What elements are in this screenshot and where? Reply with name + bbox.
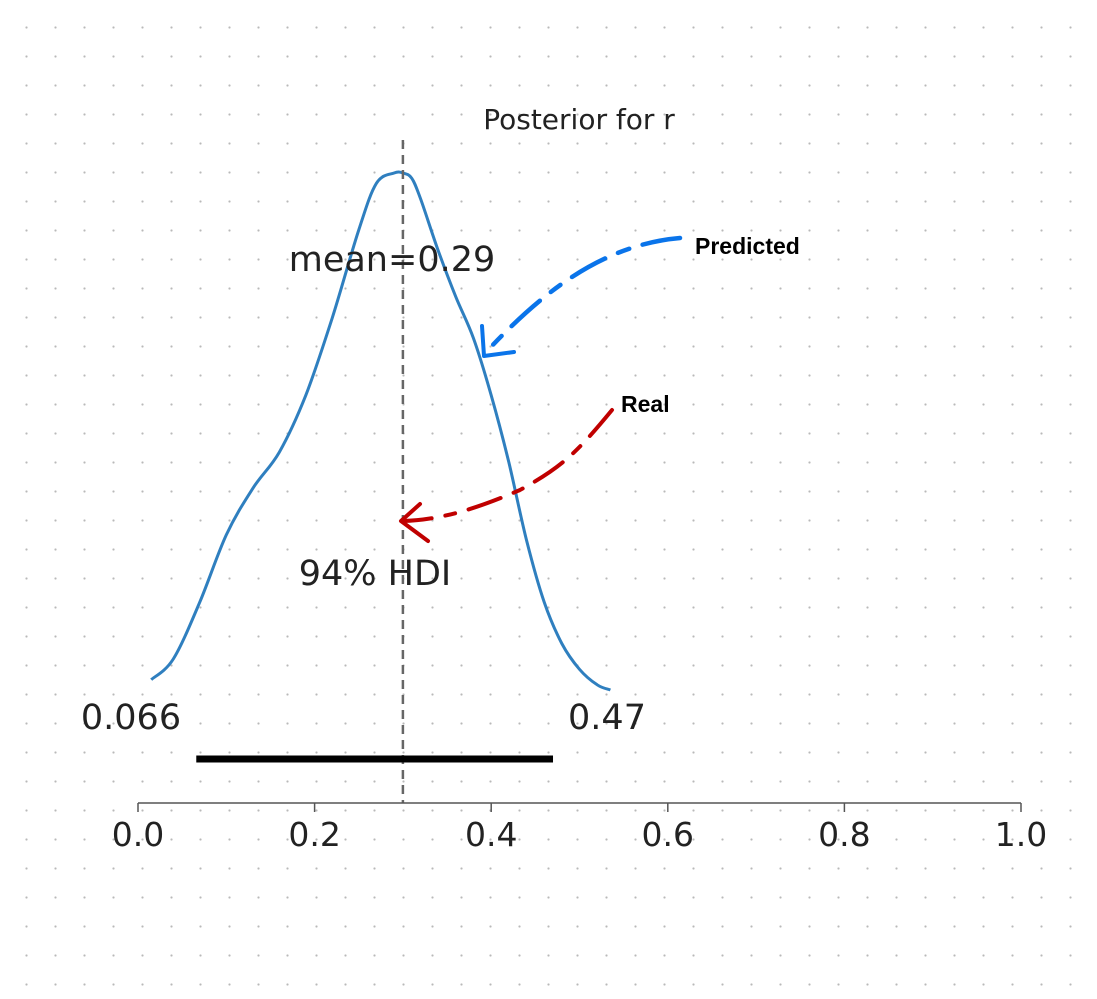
x-axis: 0.0 0.2 0.4 0.6 0.8 1.0 — [112, 802, 1047, 854]
real-arrow — [401, 408, 614, 523]
predicted-label: Predicted — [695, 233, 800, 259]
hdi-high-label: 0.47 — [568, 698, 646, 738]
real-annotation: Real — [399, 391, 670, 543]
predicted-annotation: Predicted — [480, 233, 800, 358]
x-tick-label: 0.0 — [112, 815, 164, 854]
x-tick-label: 0.8 — [818, 815, 870, 854]
density-curve — [150, 170, 611, 692]
real-label: Real — [621, 391, 670, 417]
hdi-low-label: 0.066 — [81, 698, 181, 738]
predicted-arrowhead-icon — [480, 324, 516, 358]
x-tick-label: 0.6 — [642, 815, 694, 854]
predicted-arrow — [485, 235, 683, 353]
chart-title: Posterior for r — [483, 103, 675, 136]
x-tick-label: 0.4 — [465, 815, 517, 854]
x-tick-label: 0.2 — [288, 815, 340, 854]
mean-label: mean=0.29 — [289, 240, 496, 280]
real-arrowhead-icon — [399, 502, 430, 543]
hdi-label: 94% HDI — [299, 554, 452, 594]
x-tick-label: 1.0 — [995, 815, 1047, 854]
